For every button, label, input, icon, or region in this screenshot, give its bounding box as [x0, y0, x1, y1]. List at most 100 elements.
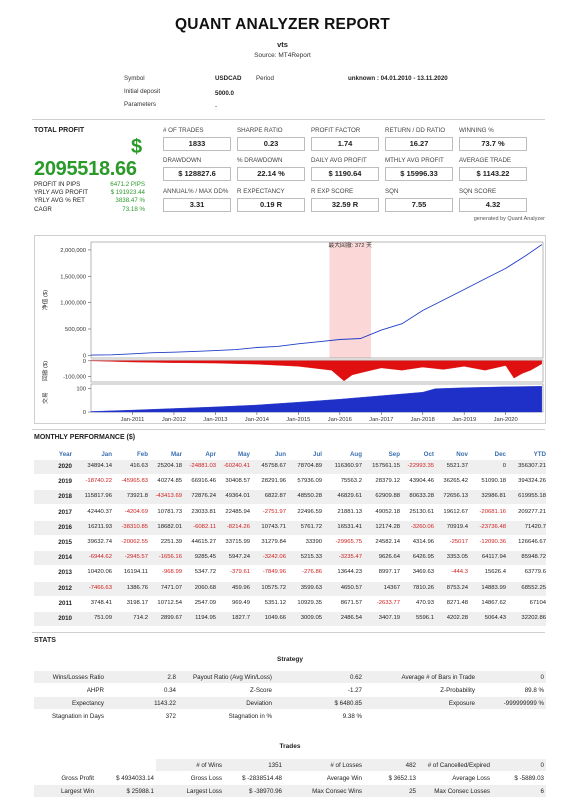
metric-label: R EXPECTANCY: [237, 188, 285, 195]
month-column-header: May: [237, 451, 250, 458]
metric-value: 0.19 R: [237, 198, 305, 212]
month-value-cell: 3469.63: [412, 569, 434, 576]
panel-frame: [90, 359, 544, 383]
metric-label: # OF TRADES: [163, 127, 204, 134]
month-value-cell: 48550.28: [297, 493, 322, 500]
month-value-cell: 57936.09: [297, 478, 322, 485]
parameters-label: Parameters: [124, 101, 156, 108]
profit-detail-value: 6471.2 PIPS: [110, 181, 145, 188]
month-value-cell: 5521.37: [446, 463, 468, 469]
month-value-cell: 40274.85: [157, 478, 182, 485]
trades-stats-title: Trades: [279, 743, 301, 750]
trades-y-tick-label: 100: [76, 387, 86, 393]
x-tick-label: Jan-2019: [452, 417, 476, 423]
month-value-cell: -25017: [449, 539, 468, 545]
stat-value: $ 6480.85: [334, 700, 362, 707]
month-value-cell: 751.09: [93, 615, 112, 621]
x-tick-label: Jan-2015: [286, 417, 310, 423]
month-value-cell: 3009.05: [300, 615, 322, 621]
month-value-cell: 8671.57: [340, 599, 362, 606]
metric-label: WINNING %: [459, 127, 494, 134]
trades-y-axis-label: 交易: [41, 392, 49, 404]
month-column-header: Aug: [349, 451, 362, 458]
metric-label: RETURN / DD RATIO: [385, 127, 446, 134]
strategy-name: vts: [277, 40, 288, 49]
month-value-cell: 3599.63: [300, 584, 322, 591]
stat-value: $ 25988.1: [126, 788, 154, 795]
equity-y-axis-label: 净值 ($): [41, 290, 49, 310]
month-value-cell: 78704.89: [297, 463, 322, 469]
stat-value: $ -5889.03: [514, 775, 544, 782]
month-value-cell: 14867.62: [481, 599, 506, 606]
symbol-value: USDCAD: [215, 75, 242, 82]
equity-y-tick-label: 0: [83, 353, 86, 359]
month-value-cell: 3198.17: [126, 599, 148, 606]
month-value-cell: 1049.66: [264, 615, 286, 621]
month-value-cell: 67104: [529, 599, 546, 606]
month-value-cell: -6944.62: [88, 554, 112, 561]
divider: [32, 119, 545, 120]
table-row-background: [34, 785, 546, 797]
table-row-background: [34, 460, 546, 474]
metric-label: PROFIT FACTOR: [311, 127, 361, 134]
month-value-cell: -379.61: [230, 569, 250, 576]
month-value-cell: 157561.15: [372, 463, 400, 469]
month-value-cell: 19612.67: [443, 508, 468, 515]
deposit-label: Initial deposit: [124, 88, 161, 95]
stat-label: Largest Win: [60, 788, 94, 795]
month-column-header: Mar: [170, 451, 182, 458]
stat-label: Max Consec Losses: [434, 788, 490, 795]
month-value-cell: 80633.28: [409, 493, 434, 500]
stat-value: $ -2838514.48: [242, 775, 282, 782]
year-cell: 2015: [58, 539, 72, 546]
trades-area: [90, 386, 542, 413]
metric-label: % DRAWDOWN: [237, 157, 283, 164]
x-tick-label: Jan-2012: [162, 417, 186, 423]
stat-label: Stagnation in %: [228, 713, 272, 720]
month-value-cell: 1827.7: [231, 615, 250, 621]
stat-label: Gross Profit: [61, 775, 94, 782]
stat-label: Exposure: [448, 700, 475, 707]
month-value-cell: 6822.87: [264, 493, 286, 500]
month-value-cell: 116360.97: [334, 463, 362, 469]
month-value-cell: 46829.61: [337, 493, 362, 500]
month-value-cell: 5351.12: [264, 599, 286, 606]
x-tick-label: Jan-2017: [369, 417, 393, 423]
stat-label: Gross Loss: [190, 775, 222, 782]
metric-label: DAILY AVG PROFIT: [311, 157, 367, 164]
metric-value: 1.74: [311, 137, 379, 151]
x-tick-label: Jan-2013: [203, 417, 227, 423]
table-row-background: [156, 759, 546, 771]
month-value-cell: 24582.14: [375, 539, 400, 545]
month-value-cell: 68552.25: [521, 584, 546, 591]
month-value-cell: 51090.18: [481, 478, 506, 485]
month-value-cell: 356307.21: [518, 463, 546, 469]
month-value-cell: 4650.57: [340, 584, 362, 591]
stat-label: Average Win: [326, 775, 362, 782]
period-value: unknown : 04.01.2010 - 13.11.2020: [348, 75, 448, 82]
equity-y-tick-label: 500,000: [65, 327, 86, 333]
stat-label: # of Cancelled/Expired: [427, 762, 490, 769]
table-row-background: [34, 520, 546, 535]
symbol-label: Symbol: [124, 75, 145, 82]
stat-label: Average # of Bars in Trade: [401, 674, 476, 681]
metric-value: $ 1143.22: [459, 167, 527, 181]
stat-label: Average Loss: [452, 775, 490, 782]
stat-value: 0: [540, 674, 544, 681]
month-value-cell: -276.86: [302, 569, 322, 576]
month-value-cell: 969.49: [231, 599, 250, 606]
month-value-cell: 714.2: [133, 615, 148, 621]
profit-detail-label: PROFIT IN PIPS: [34, 181, 81, 188]
month-value-cell: 45758.67: [261, 463, 286, 469]
profit-detail-value: 3838.47 %: [115, 197, 145, 205]
month-value-cell: 115817.96: [84, 493, 112, 500]
month-column-header: Sep: [388, 451, 400, 458]
month-value-cell: 2060.68: [194, 584, 216, 591]
month-column-header: Jan: [101, 451, 112, 458]
month-value-cell: 31279.84: [261, 539, 286, 545]
month-value-cell: -43413.69: [155, 493, 182, 500]
month-value-cell: 43904.46: [409, 478, 434, 485]
metric-label: AVERAGE TRADE: [459, 157, 512, 164]
month-value-cell: -24881.03: [189, 463, 216, 469]
month-value-cell: 32202.86: [521, 615, 546, 621]
